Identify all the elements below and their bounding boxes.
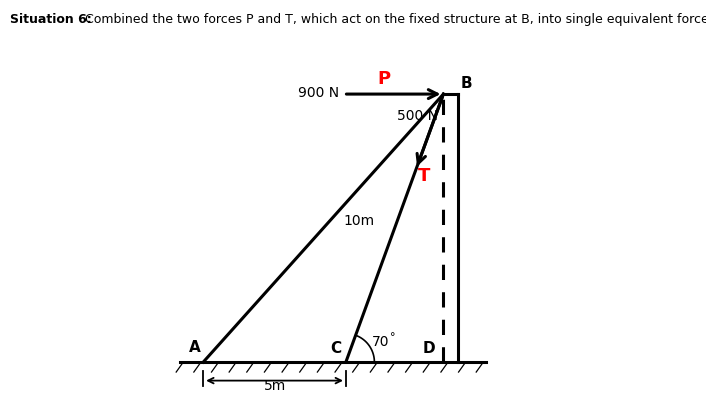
Text: D: D: [422, 342, 435, 357]
Text: P: P: [378, 70, 391, 88]
Text: 5m: 5m: [263, 379, 286, 393]
Text: B: B: [460, 76, 472, 91]
Text: 70: 70: [371, 335, 389, 349]
Text: 900 N: 900 N: [298, 85, 340, 100]
Text: 500 N: 500 N: [397, 109, 438, 123]
Text: C: C: [330, 342, 342, 357]
Text: T: T: [417, 166, 430, 185]
Text: °: °: [390, 332, 395, 342]
Text: A: A: [189, 340, 201, 355]
Text: Combined the two forces P and T, which act on the fixed structure at B, into sin: Combined the two forces P and T, which a…: [81, 13, 706, 25]
Text: Situation 6:: Situation 6:: [10, 13, 92, 25]
Text: 10m: 10m: [343, 214, 374, 228]
